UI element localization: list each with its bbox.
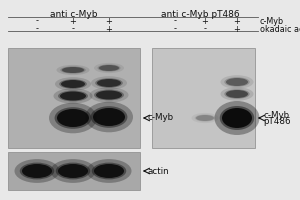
Ellipse shape [50,159,95,183]
Text: +: + [234,17,240,25]
Text: -: - [35,17,38,25]
Ellipse shape [55,77,91,91]
Ellipse shape [22,164,52,178]
Ellipse shape [226,90,248,98]
Text: -: - [173,24,176,33]
Text: pT486: pT486 [263,117,290,127]
Ellipse shape [60,92,86,100]
Ellipse shape [61,80,85,88]
Bar [8,152,140,190]
Ellipse shape [58,164,88,178]
Bar [8,48,140,148]
Ellipse shape [14,159,59,183]
Text: c-Myb: c-Myb [148,114,174,122]
Ellipse shape [98,64,121,72]
Ellipse shape [91,106,128,128]
Text: +: + [70,17,76,25]
Ellipse shape [226,78,248,86]
Text: c-Myb: c-Myb [260,17,284,25]
Text: +: + [106,24,112,33]
Ellipse shape [220,87,254,101]
Text: anti c-Myb: anti c-Myb [50,10,98,19]
Ellipse shape [214,101,260,135]
Ellipse shape [224,77,250,87]
Ellipse shape [195,114,215,122]
Text: +: + [202,17,208,25]
Ellipse shape [57,109,89,127]
Ellipse shape [220,106,254,130]
Ellipse shape [191,113,218,123]
Ellipse shape [91,76,127,90]
Ellipse shape [53,88,92,104]
Ellipse shape [89,87,128,103]
Ellipse shape [99,65,119,71]
Ellipse shape [92,163,126,179]
Text: c-Myb: c-Myb [263,110,289,119]
Ellipse shape [86,159,131,183]
Text: -: - [173,17,176,25]
Ellipse shape [62,67,84,73]
Text: -: - [35,24,38,33]
Ellipse shape [95,78,123,88]
Text: anti c-Myb pT486: anti c-Myb pT486 [161,10,239,19]
Text: -: - [71,24,74,33]
Ellipse shape [60,66,86,74]
Text: +: + [106,17,112,25]
Ellipse shape [49,103,97,133]
Ellipse shape [85,102,133,132]
Ellipse shape [96,90,122,99]
Text: actin: actin [148,166,170,176]
Ellipse shape [56,163,90,179]
Text: -: - [203,24,206,33]
Ellipse shape [97,79,121,87]
Ellipse shape [56,65,89,75]
Ellipse shape [94,63,124,73]
Ellipse shape [94,164,124,178]
Ellipse shape [196,115,214,121]
Ellipse shape [224,89,250,99]
Ellipse shape [20,163,54,179]
Ellipse shape [220,75,254,89]
Text: okadaic acid: okadaic acid [260,24,300,33]
Ellipse shape [59,79,87,89]
Ellipse shape [222,108,252,128]
Ellipse shape [94,90,124,100]
Bar [152,48,255,148]
Ellipse shape [58,91,88,101]
Text: +: + [234,24,240,33]
Ellipse shape [55,107,92,129]
Ellipse shape [93,108,125,126]
